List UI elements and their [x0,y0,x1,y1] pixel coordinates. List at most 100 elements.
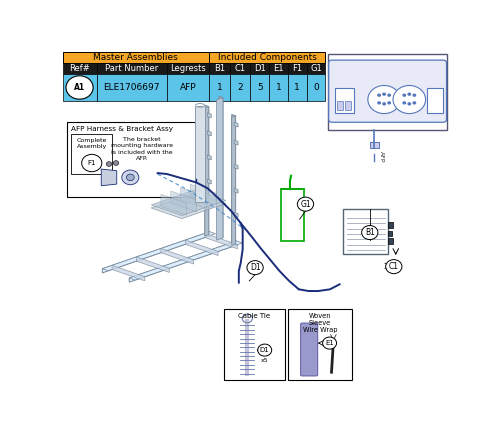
FancyBboxPatch shape [167,63,209,75]
Circle shape [402,93,406,97]
Polygon shape [101,169,117,186]
FancyBboxPatch shape [230,63,250,75]
Circle shape [122,170,139,185]
Text: AFP Harness & Bracket Assy: AFP Harness & Bracket Assy [71,126,173,132]
Polygon shape [161,249,194,264]
Circle shape [408,102,411,105]
Circle shape [387,93,391,97]
Text: D1: D1 [260,347,270,353]
Polygon shape [129,241,236,282]
Circle shape [402,101,406,105]
Circle shape [412,93,416,97]
Polygon shape [208,113,211,118]
Circle shape [126,174,134,181]
Text: Part Number: Part Number [105,64,158,73]
Circle shape [247,260,263,275]
FancyBboxPatch shape [344,101,351,109]
Text: Ref#: Ref# [69,64,90,73]
FancyBboxPatch shape [328,54,448,130]
Text: ELE1706697: ELE1706697 [104,83,160,92]
Polygon shape [232,116,235,245]
Text: AFP: AFP [379,151,384,163]
FancyBboxPatch shape [62,63,96,75]
Polygon shape [219,96,223,238]
Polygon shape [151,193,226,219]
FancyBboxPatch shape [388,238,393,243]
Circle shape [387,101,391,105]
Polygon shape [234,122,238,127]
Polygon shape [205,105,209,235]
Polygon shape [234,212,238,217]
Circle shape [242,314,252,323]
Circle shape [412,101,416,105]
Polygon shape [208,179,211,184]
Polygon shape [216,98,223,240]
Text: 1: 1 [276,83,281,92]
Text: F1: F1 [292,64,302,73]
Text: F1: F1 [88,160,96,166]
Text: Legrests: Legrests [170,64,206,73]
Polygon shape [205,233,238,249]
Polygon shape [186,240,218,256]
Circle shape [386,260,402,274]
FancyBboxPatch shape [167,75,209,101]
FancyBboxPatch shape [96,63,167,75]
Polygon shape [102,232,216,271]
FancyBboxPatch shape [250,75,270,101]
Circle shape [298,197,314,211]
Text: G1: G1 [310,64,322,73]
FancyBboxPatch shape [62,52,209,63]
FancyBboxPatch shape [209,52,325,63]
Polygon shape [151,190,226,216]
Text: B1: B1 [214,64,225,73]
FancyBboxPatch shape [224,309,284,380]
Circle shape [66,76,93,99]
FancyBboxPatch shape [71,134,112,174]
Circle shape [382,92,386,96]
FancyBboxPatch shape [196,105,204,202]
Circle shape [368,85,400,114]
FancyBboxPatch shape [427,88,443,113]
Text: The bracket
mounting hardware
is included with the
AFP.: The bracket mounting hardware is include… [111,137,173,161]
Polygon shape [170,191,196,212]
Circle shape [82,155,102,172]
FancyBboxPatch shape [388,231,392,236]
Text: Included Components: Included Components [218,53,316,62]
FancyBboxPatch shape [288,63,306,75]
Circle shape [106,162,112,166]
Text: E1: E1 [274,64,284,73]
Circle shape [377,93,381,97]
FancyBboxPatch shape [370,142,379,148]
Polygon shape [180,187,206,208]
Circle shape [114,161,118,165]
FancyBboxPatch shape [270,63,288,75]
FancyBboxPatch shape [62,75,96,101]
Text: C1: C1 [389,262,399,271]
Text: 0: 0 [313,83,319,92]
Polygon shape [129,241,242,280]
Polygon shape [102,232,210,273]
Polygon shape [208,155,211,160]
Text: B1: B1 [365,228,374,237]
FancyBboxPatch shape [67,122,204,197]
Text: Complete
Assembly: Complete Assembly [76,138,107,149]
FancyBboxPatch shape [328,60,446,122]
Text: A1: A1 [74,83,85,92]
FancyBboxPatch shape [306,63,325,75]
Circle shape [322,337,336,349]
Text: Master Assemblies: Master Assemblies [94,53,178,62]
Circle shape [258,344,272,356]
Text: x5: x5 [261,358,268,363]
Circle shape [377,101,381,105]
Text: Cable Tie: Cable Tie [238,313,270,319]
Polygon shape [208,203,211,208]
FancyBboxPatch shape [209,63,230,75]
Text: D1: D1 [254,64,266,73]
FancyBboxPatch shape [270,75,288,101]
Text: 1: 1 [294,83,300,92]
Text: 2: 2 [237,83,243,92]
Circle shape [382,102,386,105]
Polygon shape [234,188,238,193]
FancyBboxPatch shape [306,75,325,101]
FancyBboxPatch shape [282,189,304,241]
